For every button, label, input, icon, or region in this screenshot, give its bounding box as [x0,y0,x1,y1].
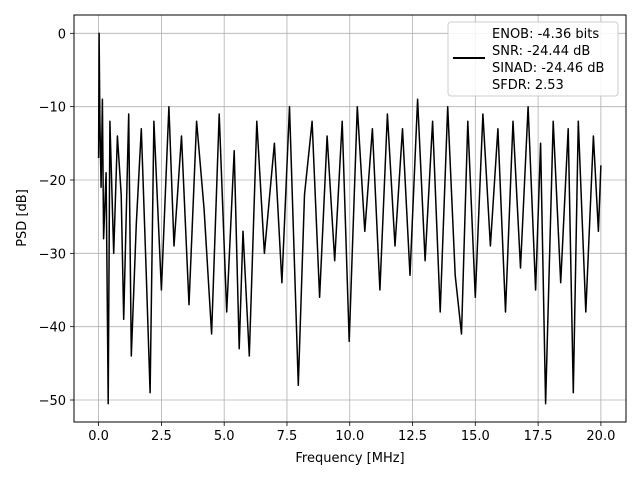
x-tick-label: 5.0 [214,429,235,444]
y-tick-label: −10 [39,101,66,116]
legend-entry-enob: ENOB: -4.36 bits [492,27,599,42]
legend-box [447,21,619,97]
x-axis-ticks: 0.0 2.5 5.0 7.5 10.0 12.5 15.0 17.5 20.0 [88,422,615,444]
psd-series-line [97,32,602,405]
legend: ENOB: -4.36 bits SNR: -24.44 dB SINAD: -… [447,21,619,97]
legend-entry-snr: SNR: -24.44 dB [492,44,590,59]
y-tick-label: −50 [39,394,66,409]
x-tick-label: 20.0 [586,429,615,444]
x-tick-label: 17.5 [524,429,553,444]
x-tick-label: 2.5 [151,429,172,444]
legend-entry-sfdr: SFDR: 2.53 [492,78,564,93]
x-axis-label: Frequency [MHz] [295,451,404,466]
x-tick-label: 15.0 [461,429,490,444]
y-axis-ticks: 0 −10 −20 −30 −40 −50 [39,27,74,409]
y-tick-label: −30 [39,247,66,262]
y-tick-label: 0 [58,27,66,42]
legend-entry-sinad: SINAD: -24.46 dB [492,61,604,76]
x-tick-label: 7.5 [277,429,298,444]
x-tick-label: 12.5 [398,429,427,444]
y-axis-label: PSD [dB] [15,189,30,247]
y-tick-label: −20 [39,174,66,189]
series-group [97,32,602,405]
x-tick-label: 10.0 [335,429,364,444]
x-tick-label: 0.0 [88,429,109,444]
y-tick-label: −40 [39,321,66,336]
